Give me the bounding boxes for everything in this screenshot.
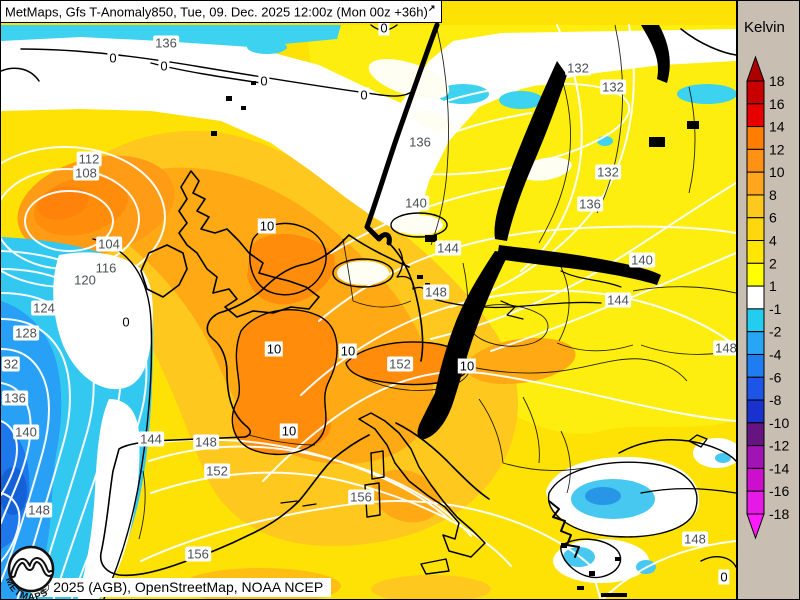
- scale-tick-label: 16: [769, 96, 785, 112]
- height-contour-label: 148: [26, 502, 52, 518]
- scale-segment: [746, 422, 765, 447]
- height-contour-label: 136: [153, 35, 179, 51]
- scale-segment: [746, 148, 765, 173]
- colorbar-sidebar: Kelvin 18 16 14 12 10 8 6 4 2 1 -1 -2 -4 -6 -8 -10 -12 -1…: [736, 1, 799, 599]
- height-contour-label: 156: [185, 546, 211, 562]
- scale-tick-label: -12: [769, 438, 789, 454]
- scale-tick-label: 18: [769, 73, 785, 89]
- scale-tick-label: 2: [769, 255, 777, 271]
- anomaly-contour-label: 10: [279, 423, 299, 439]
- colorbar-scale: 18 16 14 12 10 8 6 4 2 1 -1 -2 -4 -6 -8 -10 -12 -14 -16 -18: [746, 55, 789, 540]
- scale-tick-label: 6: [769, 210, 777, 226]
- anomaly-contour-label: 0: [120, 314, 132, 330]
- metmaps-logo: METMAPS: [3, 545, 55, 599]
- scale-segment: [746, 445, 765, 469]
- height-contour-label: 144: [605, 292, 631, 308]
- scale-tick-label: 12: [769, 141, 785, 157]
- height-contour-label: 148: [713, 340, 739, 356]
- anomaly-contour-label: 0: [258, 73, 270, 89]
- scale-tick-label: 8: [769, 187, 777, 203]
- height-contour-label: 148: [423, 284, 449, 300]
- height-contour-label: 152: [204, 463, 230, 479]
- height-contour-label: 136: [577, 196, 603, 212]
- height-contour-label: 144: [138, 431, 164, 447]
- scale-tick-label: -16: [769, 483, 789, 499]
- height-contour-label: 132: [595, 164, 621, 180]
- scale-tick-label: -18: [769, 506, 789, 522]
- height-contour-label: 32: [1, 356, 21, 372]
- scale-tick-label: -1: [769, 301, 782, 317]
- scale-arrow-up: [746, 55, 765, 82]
- height-contour-label: 132: [565, 60, 591, 76]
- height-contour-label: 108: [73, 165, 99, 181]
- height-contour-label: 116: [93, 260, 119, 276]
- scale-tick-label: -2: [769, 324, 782, 340]
- anomaly-contour-label: 10: [264, 341, 284, 357]
- scale-tick-label: -6: [769, 369, 782, 385]
- scale-segment: [746, 262, 765, 287]
- map-title-bar[interactable]: MetMaps, Gfs T-Anomaly850, Tue, 09. Dec.…: [1, 1, 443, 24]
- height-contour-label: 156: [348, 489, 374, 505]
- scale-segment: [746, 126, 765, 150]
- scale-segment: [746, 308, 765, 333]
- anomaly-contour-label: 10: [457, 358, 477, 374]
- scale-tick-label: -14: [769, 460, 789, 476]
- anomaly-contour-label: 0: [158, 58, 170, 74]
- scale-tick-label: 14: [769, 119, 785, 135]
- weather-map: 136 112 108 104 116 120 124 128 32 136 140 148 144 14…: [1, 1, 739, 599]
- anomaly-contour-label: 0: [358, 87, 370, 103]
- colorbar-unit-label: Kelvin: [744, 19, 785, 36]
- scale-segment: [746, 80, 765, 105]
- anomaly-contour-label: 0: [378, 20, 390, 36]
- height-contour-label: 132: [600, 79, 626, 95]
- height-contour-label: 152: [387, 356, 413, 372]
- height-contour-label: 136: [407, 134, 433, 150]
- map-title: MetMaps, Gfs T-Anomaly850, Tue, 09. Dec.…: [5, 4, 428, 20]
- scale-segment: [746, 171, 765, 196]
- scale-tick-label: 10: [769, 164, 785, 180]
- scale-tick-label: -4: [769, 346, 782, 362]
- anomaly-contour-label: 0: [107, 50, 119, 66]
- scale-tick-label: -8: [769, 392, 782, 408]
- scale-tick-label: 4: [769, 233, 777, 249]
- height-contour-label: 140: [403, 195, 429, 211]
- scale-arrow-down: [746, 513, 765, 540]
- copyright-text: © 2025 (AGB), OpenStreetMap, NOAA NCEP: [31, 578, 332, 597]
- height-contour-label: 140: [13, 424, 39, 440]
- scale-segment: [746, 399, 765, 424]
- scale-segment: [746, 376, 765, 401]
- scale-segment: [746, 490, 765, 515]
- scale-segment: [746, 103, 765, 128]
- scale-tick-label: 1: [769, 278, 777, 294]
- height-contour-label: 136: [2, 390, 28, 406]
- anomaly-contour-label: 0: [718, 569, 730, 585]
- external-link-icon[interactable]: ↗: [427, 3, 436, 13]
- height-contour-label: 120: [72, 272, 98, 288]
- scale-segment: [746, 194, 765, 219]
- t-anomaly-map-image: [1, 1, 736, 599]
- height-contour-label: 104: [96, 236, 122, 252]
- height-contour-label: 124: [31, 300, 57, 316]
- scale-segment: [746, 240, 765, 264]
- height-contour-label: 128: [13, 325, 39, 341]
- scale-segment: [746, 331, 765, 355]
- height-contour-label: 112: [76, 151, 102, 167]
- scale-tick-label: -10: [769, 415, 789, 431]
- height-contour-label: 148: [682, 531, 708, 547]
- height-contour-label: 144: [435, 240, 461, 256]
- anomaly-contour-label: 10: [338, 343, 358, 359]
- anomaly-contour-label: 10: [257, 218, 277, 234]
- scale-segment: [746, 285, 765, 310]
- height-contour-label: 148: [193, 434, 219, 450]
- scale-segment: [746, 353, 765, 378]
- height-contour-label: 140: [629, 252, 655, 268]
- scale-segment: [746, 217, 765, 242]
- scale-segment: [746, 467, 765, 492]
